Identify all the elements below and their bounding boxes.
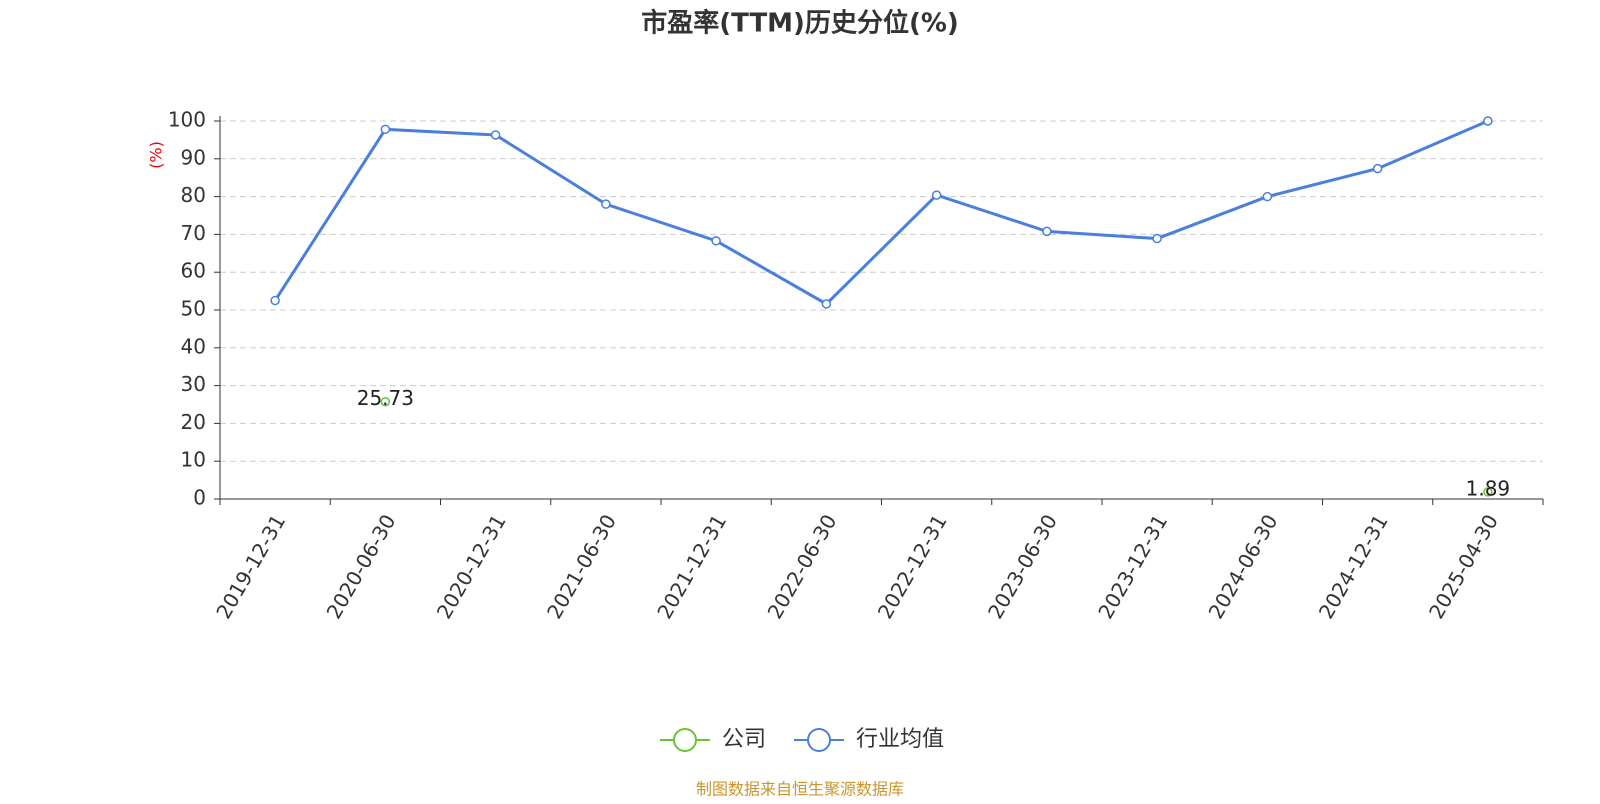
x-tick-label: 2025-04-30 — [1424, 510, 1503, 623]
x-tick-label: 2024-12-31 — [1314, 510, 1393, 623]
data-point — [1483, 487, 1493, 497]
chart-title: 市盈率(TTM)历史分位(%) — [641, 8, 959, 39]
y-axis-label: (%) — [147, 141, 166, 169]
y-tick-label: 40 — [181, 334, 206, 358]
data-point — [380, 396, 391, 407]
data-point — [1483, 116, 1493, 126]
y-tick-label: 60 — [181, 259, 206, 283]
y-tick-label: 100 — [168, 108, 206, 132]
y-tick-label: 90 — [181, 145, 206, 169]
legend-marker — [673, 728, 697, 752]
data-point — [1372, 163, 1383, 174]
data-point — [931, 190, 942, 200]
x-tick-label: 2022-06-30 — [763, 510, 842, 623]
y-tick-label: 10 — [181, 448, 206, 472]
legend-marker — [807, 728, 832, 752]
source-note: 制图数据来自恒生聚源数据库 — [696, 780, 904, 799]
data-point — [1152, 233, 1162, 244]
data-point — [1262, 191, 1273, 202]
y-tick-label: 50 — [181, 297, 206, 321]
legend-label: 公司 — [722, 727, 766, 752]
y-tick-label: 70 — [181, 221, 206, 245]
data-point — [270, 295, 280, 306]
y-tick-label: 0 — [193, 486, 206, 510]
y-tick-label: 20 — [181, 410, 206, 434]
x-tick-label: 2024-06-30 — [1204, 510, 1283, 623]
data-point — [490, 130, 501, 140]
x-tick-label: 2020-06-30 — [322, 510, 401, 623]
series-line — [273, 119, 1489, 306]
x-tick-label: 2020-12-31 — [432, 510, 511, 623]
x-tick-label: 2023-06-30 — [983, 510, 1062, 623]
data-point — [380, 124, 391, 135]
data-point — [821, 299, 832, 309]
x-tick-label: 2019-12-31 — [211, 510, 290, 623]
data-point — [601, 199, 611, 209]
x-tick-label: 2021-06-30 — [542, 510, 621, 623]
data-label: 25.73 — [357, 386, 414, 410]
data-point — [711, 236, 721, 246]
y-tick-label: 80 — [181, 183, 206, 207]
x-tick-label: 2023-12-31 — [1093, 510, 1172, 623]
x-tick-label: 2022-12-31 — [873, 510, 952, 623]
data-label: 1.89 — [1466, 476, 1511, 500]
legend-label: 行业均值 — [856, 727, 944, 752]
x-tick-label: 2021-12-31 — [652, 510, 731, 623]
y-tick-label: 30 — [181, 372, 206, 396]
data-point — [1042, 226, 1052, 237]
